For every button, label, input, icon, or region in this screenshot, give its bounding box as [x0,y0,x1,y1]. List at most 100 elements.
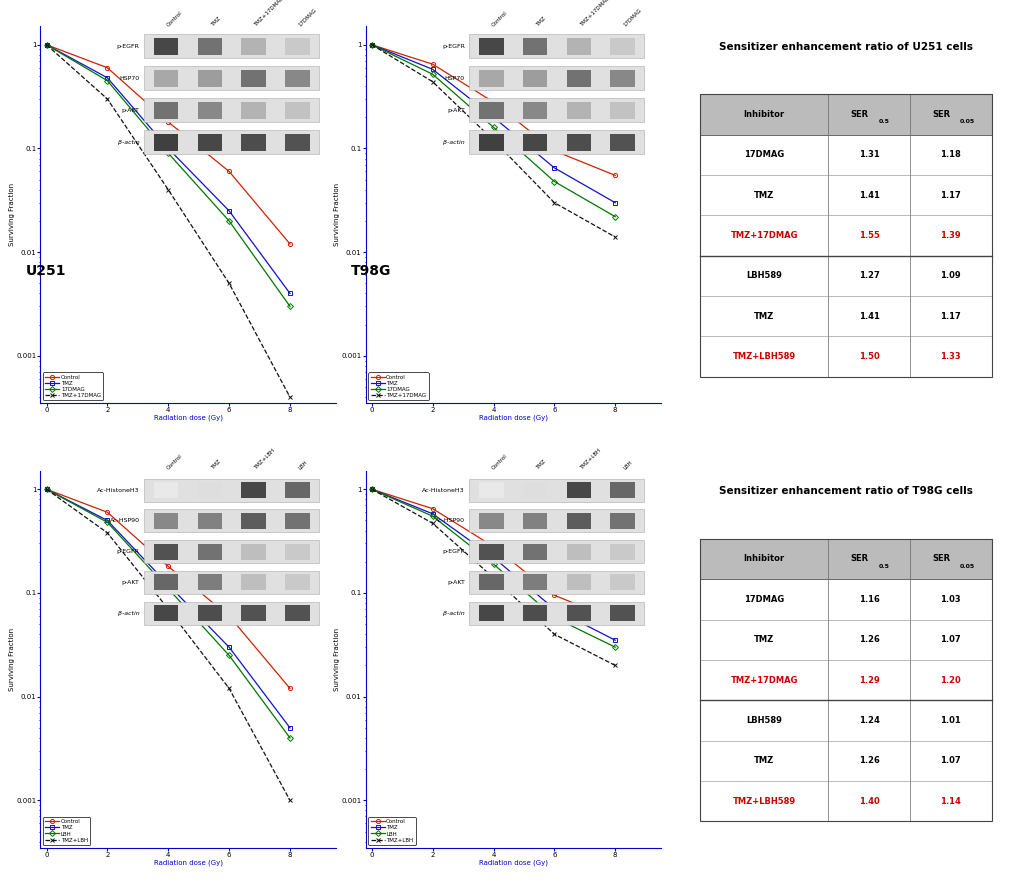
Text: 1.07: 1.07 [940,635,961,645]
TMZ [427,509,439,519]
Control [162,117,174,127]
Legend: Control, TMZ, LBH, TMZ+LBH: Control, TMZ, LBH, TMZ+LBH [43,817,90,845]
Control [223,166,236,177]
Text: 1.29: 1.29 [858,675,880,684]
Text: 1.26: 1.26 [858,756,880,766]
X-axis label: Radiation dose (Gy): Radiation dose (Gy) [154,415,222,421]
Text: 1.41: 1.41 [858,191,880,200]
17DMAG [366,40,378,50]
Text: TMZ+LBH589: TMZ+LBH589 [733,796,796,805]
Text: T98G: T98G [351,264,391,278]
X-axis label: Radiation dose (Gy): Radiation dose (Gy) [479,859,548,865]
Text: 1.17: 1.17 [940,191,961,200]
17DMAG [427,69,439,79]
17DMAG [223,215,236,226]
Legend: Control, TMZ, 17DMAG, TMZ+17DMAG: Control, TMZ, 17DMAG, TMZ+17DMAG [368,373,429,400]
Line: TMZ+17DMAG: TMZ+17DMAG [370,42,618,239]
Text: Sensitizer enhancement ratio of U251 cells: Sensitizer enhancement ratio of U251 cel… [719,42,973,51]
TMZ+17DMAG [487,135,499,146]
TMZ [427,64,439,74]
TMZ [284,288,296,298]
TMZ [101,515,113,525]
Text: TMZ+17DMAG: TMZ+17DMAG [731,675,798,684]
TMZ [366,484,378,494]
Text: 0.5: 0.5 [879,563,890,569]
Text: 1.07: 1.07 [940,756,961,766]
Text: SER: SER [932,110,950,119]
TMZ+LBH [487,572,499,583]
17DMAG [548,177,560,187]
TMZ+17DMAG [40,40,53,50]
TMZ [101,72,113,83]
Text: 0.5: 0.5 [879,119,890,125]
Control [548,146,560,156]
Text: 1.24: 1.24 [858,716,880,725]
Text: 1.18: 1.18 [940,150,961,159]
Line: TMZ+LBH: TMZ+LBH [370,487,618,668]
Text: 0.05: 0.05 [960,119,976,125]
X-axis label: Radiation dose (Gy): Radiation dose (Gy) [479,415,548,421]
Line: Control: Control [370,487,618,622]
Line: Control: Control [44,487,292,691]
Line: TMZ+LBH: TMZ+LBH [44,487,292,803]
Text: Sensitizer enhancement ratio of T98G cells: Sensitizer enhancement ratio of T98G cel… [719,486,973,496]
Line: Control: Control [44,42,292,246]
Y-axis label: Surviving Fraction: Surviving Fraction [9,184,14,246]
Line: LBH: LBH [370,487,618,649]
Control [101,63,113,73]
Control [40,40,53,50]
Line: TMZ: TMZ [370,42,618,205]
Text: 1.26: 1.26 [858,635,880,645]
TMZ [610,635,622,645]
TMZ [223,206,236,216]
Text: 0.05: 0.05 [960,563,976,569]
Text: 1.20: 1.20 [940,675,961,684]
LBH [162,584,174,594]
X-axis label: Radiation dose (Gy): Radiation dose (Gy) [154,859,222,865]
TMZ [366,40,378,50]
LBH [40,484,53,494]
Control [610,170,622,181]
Bar [701,539,992,821]
Y-axis label: Surviving Fraction: Surviving Fraction [334,184,340,246]
17DMAG [487,122,499,132]
TMZ+LBH [366,484,378,494]
TMZ [162,579,174,590]
Text: TMZ: TMZ [754,191,774,200]
Text: 1.55: 1.55 [858,231,880,240]
LBH [284,733,296,743]
Text: SER: SER [851,110,869,119]
Line: Control: Control [370,42,618,177]
TMZ [487,552,499,562]
TMZ [610,198,622,208]
TMZ+LBH [548,629,560,639]
TMZ+LBH [223,683,236,694]
TMZ+17DMAG [223,278,236,289]
Text: TMZ: TMZ [754,635,774,645]
Text: TMZ: TMZ [754,312,774,321]
Line: TMZ: TMZ [370,487,618,642]
Control [101,507,113,517]
Text: 1.03: 1.03 [940,595,961,604]
TMZ+LBH [284,795,296,805]
17DMAG [40,40,53,50]
Control [427,503,439,514]
Text: SER: SER [932,555,950,563]
Legend: Control, TMZ, 17DMAG, TMZ+17DMAG: Control, TMZ, 17DMAG, TMZ+17DMAG [43,373,103,400]
LBH [223,650,236,660]
TMZ+LBH [40,484,53,494]
Bar [701,94,992,377]
TMZ [40,40,53,50]
Text: 1.17: 1.17 [940,312,961,321]
TMZ [548,162,560,173]
Line: LBH: LBH [44,487,292,740]
Line: 17DMAG: 17DMAG [44,42,292,308]
Text: 17DMAG: 17DMAG [744,150,785,159]
Control [40,484,53,494]
Text: 17DMAG: 17DMAG [744,595,785,604]
TMZ+17DMAG [610,231,622,242]
Text: TMZ: TMZ [754,756,774,766]
Line: TMZ+17DMAG: TMZ+17DMAG [44,42,292,399]
LBH [487,559,499,570]
TMZ+LBH [427,518,439,529]
